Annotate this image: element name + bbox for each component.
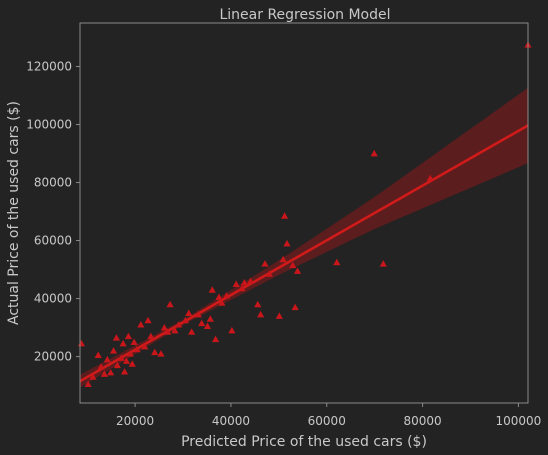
data-point bbox=[84, 380, 92, 388]
chart-title: Linear Regression Model bbox=[219, 7, 390, 23]
data-point bbox=[240, 279, 248, 286]
data-point bbox=[147, 332, 155, 340]
data-point bbox=[188, 328, 196, 335]
data-point bbox=[94, 351, 102, 359]
data-point bbox=[141, 342, 149, 350]
confidence-band bbox=[80, 87, 528, 388]
data-point bbox=[120, 368, 129, 375]
data-point bbox=[261, 260, 269, 267]
data-point bbox=[185, 309, 193, 316]
data-point bbox=[198, 319, 206, 327]
data-point bbox=[144, 316, 152, 324]
y-tick-label: 60000 bbox=[34, 234, 72, 248]
data-point bbox=[257, 310, 265, 318]
data-point bbox=[218, 299, 226, 306]
data-point bbox=[126, 350, 134, 357]
data-point bbox=[379, 260, 387, 267]
y-axis-label: Actual Price of the used cars ($) bbox=[6, 101, 22, 325]
data-points-layer bbox=[77, 41, 532, 388]
data-point bbox=[97, 363, 105, 370]
data-point bbox=[206, 315, 214, 322]
data-point bbox=[137, 321, 145, 328]
x-axis-ticks: 20000 40000 60000 80000 100000 bbox=[116, 403, 541, 428]
data-point bbox=[119, 339, 127, 347]
data-point bbox=[164, 328, 172, 335]
data-point bbox=[89, 373, 97, 380]
data-point bbox=[426, 174, 434, 182]
data-point bbox=[279, 255, 287, 263]
data-point bbox=[181, 316, 190, 324]
x-tick-label: 80000 bbox=[403, 414, 441, 428]
data-point bbox=[370, 149, 378, 157]
data-point bbox=[203, 322, 212, 330]
y-tick-label: 20000 bbox=[34, 350, 72, 364]
data-point bbox=[117, 354, 125, 361]
data-point bbox=[166, 300, 174, 308]
data-point bbox=[228, 326, 236, 334]
data-point bbox=[112, 334, 121, 341]
data-point bbox=[275, 312, 283, 319]
y-tick-label: 40000 bbox=[34, 292, 72, 306]
fit-line-layer bbox=[79, 124, 529, 383]
data-point bbox=[77, 339, 86, 347]
data-point bbox=[157, 350, 165, 357]
y-tick-label: 120000 bbox=[26, 60, 72, 74]
data-point bbox=[215, 293, 223, 301]
data-point bbox=[109, 347, 118, 354]
data-point bbox=[333, 258, 341, 266]
x-tick-label: 20000 bbox=[116, 414, 154, 428]
data-point bbox=[232, 280, 240, 287]
data-point bbox=[103, 355, 111, 363]
data-point bbox=[122, 357, 131, 364]
y-tick-label: 100000 bbox=[26, 118, 72, 132]
x-axis-label: Predicted Price of the used cars ($) bbox=[181, 434, 427, 450]
data-point bbox=[283, 239, 291, 247]
y-tick-label: 80000 bbox=[34, 176, 72, 190]
data-point bbox=[223, 292, 231, 299]
data-point bbox=[280, 212, 289, 219]
data-point bbox=[130, 338, 138, 345]
data-point bbox=[171, 326, 179, 334]
data-point bbox=[293, 267, 302, 274]
data-point bbox=[124, 332, 132, 340]
data-point bbox=[254, 300, 262, 308]
data-point bbox=[160, 323, 168, 331]
regression-line bbox=[79, 124, 529, 383]
data-point bbox=[133, 345, 141, 353]
data-point bbox=[211, 335, 220, 343]
y-axis-ticks: 20000 40000 60000 80000 100000 120000 bbox=[26, 60, 80, 364]
data-point bbox=[151, 348, 159, 356]
x-tick-label: 60000 bbox=[308, 414, 346, 428]
data-point bbox=[291, 303, 299, 311]
x-tick-label: 100000 bbox=[496, 414, 542, 428]
data-point bbox=[208, 286, 216, 293]
data-point bbox=[265, 270, 273, 277]
data-point bbox=[246, 277, 255, 285]
data-point bbox=[175, 321, 183, 328]
data-point bbox=[128, 360, 136, 367]
data-point bbox=[289, 261, 297, 269]
data-point bbox=[113, 361, 121, 369]
data-point bbox=[107, 368, 115, 376]
plot-frame bbox=[79, 22, 529, 404]
data-point bbox=[238, 284, 246, 292]
data-point bbox=[194, 310, 202, 318]
confidence-band-layer bbox=[80, 87, 528, 388]
x-tick-label: 40000 bbox=[212, 414, 250, 428]
data-point bbox=[100, 370, 109, 377]
